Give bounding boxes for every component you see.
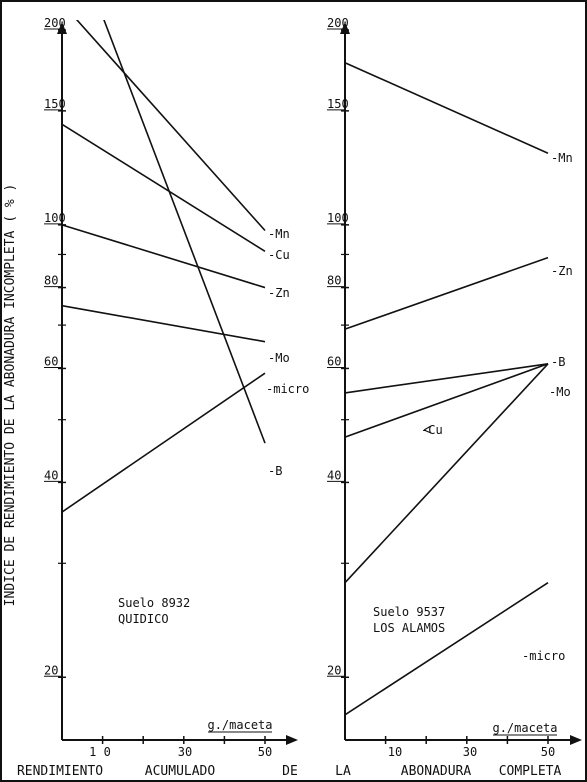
series-label-left: -Mo bbox=[268, 351, 290, 365]
series-line-right bbox=[344, 363, 549, 394]
x-axis-title-word: LA bbox=[335, 764, 351, 779]
y-tick-label-right: 20 bbox=[327, 663, 341, 677]
series-line-right bbox=[344, 256, 549, 330]
y-tick-label-right: 40 bbox=[327, 468, 341, 482]
series-label-right: -micro bbox=[522, 649, 565, 663]
x-tick-label-right: 50 bbox=[541, 745, 555, 759]
panel-title-left: Suelo 8932 bbox=[118, 596, 190, 610]
y-axis-title: INDICE DE RENDIMIENTO DE LA ABONADURA IN… bbox=[3, 184, 18, 607]
series-label-right: -Mo bbox=[549, 385, 571, 399]
series-line-left bbox=[103, 20, 266, 444]
x-unit-label-right: g./maceta bbox=[492, 721, 557, 735]
series-layer bbox=[61, 20, 549, 716]
x-tick-label-left: 1 0 bbox=[89, 745, 111, 759]
series-label-right: -Cu bbox=[421, 423, 443, 437]
series-line-right bbox=[344, 62, 549, 154]
series-label-right: -Zn bbox=[551, 264, 573, 278]
series-label-right: -Mn bbox=[551, 151, 573, 165]
series-label-right: -B bbox=[551, 355, 565, 369]
y-axis-arrow-right bbox=[340, 22, 350, 34]
axes-layer bbox=[44, 22, 582, 745]
panel-subtitle-right: LOS ALAMOS bbox=[373, 621, 445, 635]
series-line-right bbox=[344, 363, 549, 584]
y-tick-label-right: 100 bbox=[327, 211, 349, 225]
series-line-right bbox=[344, 363, 549, 438]
x-tick-label-right: 10 bbox=[388, 745, 402, 759]
series-line-left bbox=[61, 372, 266, 513]
x-tick-label-left: 30 bbox=[178, 745, 192, 759]
series-line-left bbox=[75, 20, 266, 232]
y-tick-label-left: 40 bbox=[44, 468, 58, 482]
x-tick-label-right: 30 bbox=[463, 745, 477, 759]
y-tick-label-right: 80 bbox=[327, 274, 341, 288]
y-tick-label-left: 150 bbox=[44, 97, 66, 111]
x-axis-title-word: ACUMULADO bbox=[145, 764, 216, 779]
x-axis-title-word: ABONADURA bbox=[401, 764, 472, 779]
y-tick-label-right: 200 bbox=[327, 16, 349, 30]
series-line-left bbox=[61, 224, 266, 289]
cu-arrow-mark bbox=[423, 425, 432, 434]
y-tick-label-left: 200 bbox=[44, 16, 66, 30]
series-line-right bbox=[344, 582, 549, 716]
x-axis-arrow-right bbox=[570, 735, 582, 745]
x-axis-title-word: DE bbox=[282, 764, 298, 779]
y-tick-label-left: 60 bbox=[44, 354, 58, 368]
x-axis-arrow-left bbox=[286, 735, 298, 745]
text-layer: INDICE DE RENDIMIENTO DE LA ABONADURA IN… bbox=[3, 16, 573, 779]
series-line-left bbox=[61, 304, 266, 343]
x-unit-label-left: g./maceta bbox=[207, 718, 272, 732]
x-axis-title-word: RENDIMIENTO bbox=[17, 764, 103, 779]
panel-subtitle-left: QUIDICO bbox=[118, 612, 169, 626]
y-axis-arrow-left bbox=[57, 22, 67, 34]
y-tick-label-right: 150 bbox=[327, 97, 349, 111]
series-line-left bbox=[61, 123, 266, 253]
y-tick-label-right: 60 bbox=[327, 354, 341, 368]
y-tick-label-left: 100 bbox=[44, 211, 66, 225]
series-label-left: -Mn bbox=[268, 227, 290, 241]
panel-title-right: Suelo 9537 bbox=[373, 605, 445, 619]
series-label-left: -B bbox=[268, 464, 282, 478]
x-tick-label-left: 50 bbox=[258, 745, 272, 759]
x-axis-title-word: COMPLETA bbox=[499, 764, 562, 779]
series-label-left: -micro bbox=[266, 382, 309, 396]
y-tick-label-left: 20 bbox=[44, 663, 58, 677]
series-label-left: -Cu bbox=[268, 248, 290, 262]
series-label-left: -Zn bbox=[268, 286, 290, 300]
y-tick-label-left: 80 bbox=[44, 274, 58, 288]
